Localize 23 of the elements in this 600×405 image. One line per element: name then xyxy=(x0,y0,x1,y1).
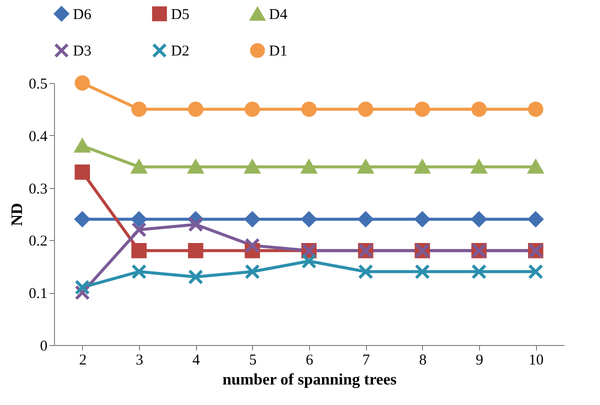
x-axis-title: number of spanning trees xyxy=(222,372,397,388)
x-tick-label: 10 xyxy=(528,352,544,368)
x-tick-label: 3 xyxy=(136,352,144,368)
x-tick-label: 6 xyxy=(306,352,314,368)
y-tick-label: 0.2 xyxy=(28,234,48,250)
y-tick-label: 0.4 xyxy=(28,128,48,145)
x-tick-label: 2 xyxy=(79,352,87,368)
legend-label: D6 xyxy=(73,6,92,23)
y-tick-label: 0.1 xyxy=(28,286,48,302)
legend-label: D4 xyxy=(269,7,288,24)
x-tick-label: 9 xyxy=(476,352,484,368)
legend-label: D3 xyxy=(73,44,92,60)
y-axis-title: ND xyxy=(8,202,26,226)
y-tick-label: 0.5 xyxy=(28,76,48,92)
y-tick-label: 0 xyxy=(40,338,48,354)
legend-label: D1 xyxy=(269,44,288,60)
x-tick-label: 5 xyxy=(249,352,257,368)
legend-label: D5 xyxy=(171,6,190,23)
x-tick-label: 4 xyxy=(192,352,200,368)
y-tick-label: 0.3 xyxy=(28,181,48,198)
legend-label: D2 xyxy=(171,44,190,60)
x-tick-label: 8 xyxy=(419,352,427,368)
x-tick-label: 7 xyxy=(362,352,370,368)
